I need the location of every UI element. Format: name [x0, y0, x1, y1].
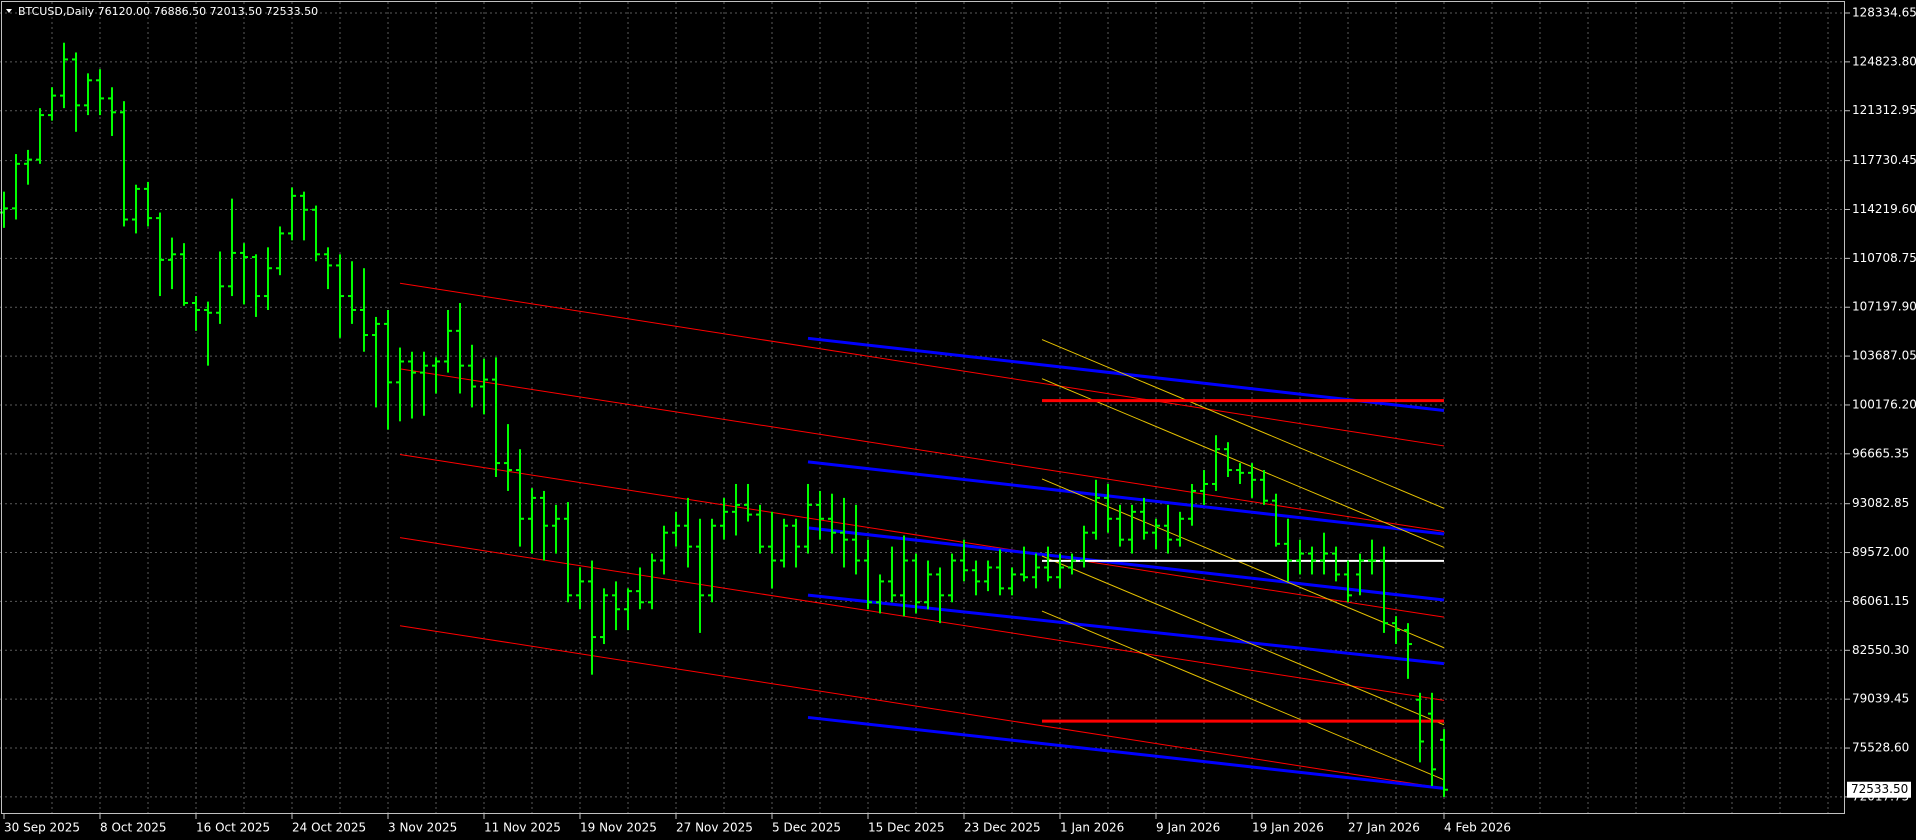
trend-line	[1041, 555, 1445, 726]
y-tick-label: 82550.30	[1852, 643, 1909, 657]
x-tick-label: 30 Sep 2025	[4, 821, 80, 835]
y-tick-label: 110708.75	[1852, 251, 1916, 265]
trend-line	[399, 625, 1445, 789]
trend-line	[807, 460, 1445, 536]
plot-frame	[1, 1, 1845, 814]
axes: 72017.7575528.6079039.4582550.3086061.15…	[3, 6, 1916, 835]
chart-title: BTCUSD,Daily 76120.00 76886.50 72013.50 …	[18, 5, 318, 18]
trend-line	[807, 593, 1445, 666]
x-tick-label: 4 Feb 2026	[1444, 821, 1511, 835]
drawings	[399, 282, 1445, 790]
trend-line	[399, 368, 1445, 533]
x-tick-label: 19 Nov 2025	[580, 821, 657, 835]
x-tick-label: 3 Nov 2025	[388, 821, 457, 835]
x-tick-label: 27 Jan 2026	[1348, 821, 1420, 835]
y-tick-label: 107197.90	[1852, 300, 1916, 314]
y-tick-label: 96665.35	[1852, 446, 1909, 460]
y-tick-label: 117730.45	[1852, 153, 1916, 167]
y-tick-label: 79039.45	[1852, 692, 1909, 706]
current-price-label: 72533.50	[1851, 782, 1908, 796]
x-tick-label: 15 Dec 2025	[868, 821, 945, 835]
trend-line	[1041, 339, 1445, 509]
y-tick-label: 124823.80	[1852, 54, 1916, 68]
x-tick-label: 1 Jan 2026	[1060, 821, 1124, 835]
y-tick-label: 121312.95	[1852, 103, 1916, 117]
y-tick-label: 75528.60	[1852, 741, 1909, 755]
trend-line	[807, 715, 1445, 790]
x-tick-label: 23 Dec 2025	[964, 821, 1041, 835]
y-tick-label: 93082.85	[1852, 496, 1909, 510]
y-tick-label: 86061.15	[1852, 594, 1909, 608]
trend-line	[399, 537, 1445, 701]
y-tick-label: 114219.60	[1852, 202, 1916, 216]
x-tick-label: 8 Oct 2025	[100, 821, 167, 835]
trend-line	[399, 282, 1445, 447]
collapse-arrow[interactable]	[6, 9, 12, 13]
trend-line	[1041, 610, 1445, 781]
y-tick-label: 128334.65	[1852, 6, 1916, 20]
trend-line	[399, 454, 1445, 618]
bars	[0, 42, 1448, 797]
y-tick-label: 100176.20	[1852, 397, 1916, 411]
x-tick-label: 11 Nov 2025	[484, 821, 561, 835]
y-tick-label: 103687.05	[1852, 349, 1916, 363]
y-tick-label: 89572.00	[1852, 545, 1909, 559]
x-tick-label: 5 Dec 2025	[772, 821, 841, 835]
x-tick-label: 9 Jan 2026	[1156, 821, 1220, 835]
x-tick-label: 16 Oct 2025	[196, 821, 270, 835]
current-price-box	[1847, 781, 1911, 798]
trend-line	[1041, 378, 1445, 548]
x-tick-label: 24 Oct 2025	[292, 821, 366, 835]
trend-line	[807, 526, 1445, 602]
x-tick-label: 27 Nov 2025	[676, 821, 753, 835]
x-tick-label: 19 Jan 2026	[1252, 821, 1324, 835]
